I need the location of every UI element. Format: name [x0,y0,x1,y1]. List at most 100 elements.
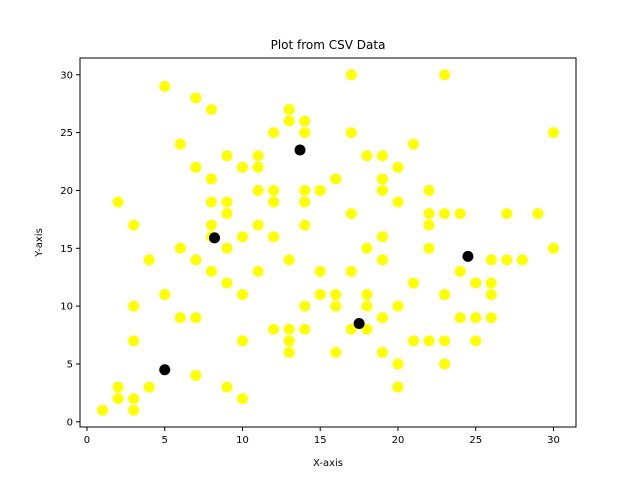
data-point-15 [174,138,186,150]
data-point-55 [299,300,311,312]
data-point-68 [345,323,357,335]
data-point-85 [392,381,404,393]
data-point-31 [221,196,233,208]
y-tick-label: 20 [60,186,73,197]
data-point-19 [190,161,202,173]
data-point-32 [221,150,233,162]
data-point-47 [268,127,280,139]
data-point-52 [283,115,295,127]
data-point-102 [439,69,451,81]
data-point-27 [221,381,233,393]
data-point-93 [423,335,435,347]
data-point-69 [345,265,357,277]
x-tick-label: 0 [84,435,90,446]
data-point-34 [236,335,248,347]
data-point-79 [376,312,388,324]
data-point-18 [190,254,202,266]
data-point-94 [423,242,435,254]
data-point-39 [252,219,264,231]
data-point-82 [376,184,388,196]
data-point-43 [268,323,280,335]
data-point-88 [392,196,404,208]
data-point-53 [283,103,295,115]
y-axis-label: Y-axis [34,228,45,258]
data-point-116 [532,208,544,220]
data-point-33 [236,393,248,405]
highlight-point-2 [294,144,306,156]
data-point-99 [439,335,451,347]
x-axis-label: X-axis [313,458,343,469]
data-point-71 [345,127,357,139]
data-point-115 [516,254,528,266]
data-point-35 [236,289,248,301]
highlight-point-4 [462,250,474,262]
data-point-49 [283,335,295,347]
data-point-25 [205,173,217,185]
data-point-78 [376,346,388,358]
data-point-106 [470,335,482,347]
y-axis-ticks: 0 5 10 15 20 25 30 [60,70,80,428]
data-point-13 [174,312,186,324]
data-point-11 [159,289,171,301]
data-point-50 [283,323,295,335]
x-tick-label: 30 [547,435,560,446]
data-point-20 [190,92,202,104]
data-point-112 [485,254,497,266]
data-point-44 [268,231,280,243]
data-point-16 [190,370,202,382]
y-tick-label: 25 [60,128,73,139]
data-point-2 [112,381,124,393]
data-points [97,69,559,416]
data-point-89 [392,161,404,173]
data-point-105 [454,208,466,220]
data-point-42 [252,150,264,162]
data-point-1 [112,393,124,405]
y-tick-label: 5 [67,359,73,370]
data-point-60 [299,115,311,127]
data-point-92 [408,138,420,150]
x-tick-label: 15 [314,435,327,446]
data-point-24 [205,196,217,208]
data-point-62 [314,265,326,277]
data-point-46 [268,184,280,196]
highlight-point-0 [159,364,171,376]
x-tick-label: 20 [392,435,405,446]
data-point-72 [345,69,357,81]
data-point-90 [408,335,420,347]
data-point-107 [470,312,482,324]
x-tick-label: 25 [469,435,482,446]
axes-frame [79,57,577,428]
data-point-91 [408,277,420,289]
data-point-109 [485,312,497,324]
data-point-118 [547,127,559,139]
data-point-45 [268,196,280,208]
data-point-113 [501,254,513,266]
x-tick-label: 10 [236,435,249,446]
data-point-110 [485,289,497,301]
data-point-38 [252,265,264,277]
data-point-7 [128,300,140,312]
x-tick-label: 5 [162,435,168,446]
data-point-81 [376,231,388,243]
x-axis-ticks: 0 5 10 15 20 25 30 [84,427,560,446]
data-point-63 [314,184,326,196]
data-point-23 [205,219,217,231]
data-point-6 [128,335,140,347]
data-point-48 [283,346,295,358]
data-point-101 [439,208,451,220]
data-point-103 [454,312,466,324]
chart-title: Plot from CSV Data [271,38,386,52]
data-point-75 [361,289,373,301]
data-point-96 [423,208,435,220]
data-point-100 [439,289,451,301]
data-point-74 [361,300,373,312]
data-point-5 [128,393,140,405]
data-point-87 [392,300,404,312]
data-point-117 [547,242,559,254]
data-point-114 [501,208,513,220]
data-point-83 [376,173,388,185]
data-point-80 [376,254,388,266]
data-point-40 [252,184,264,196]
